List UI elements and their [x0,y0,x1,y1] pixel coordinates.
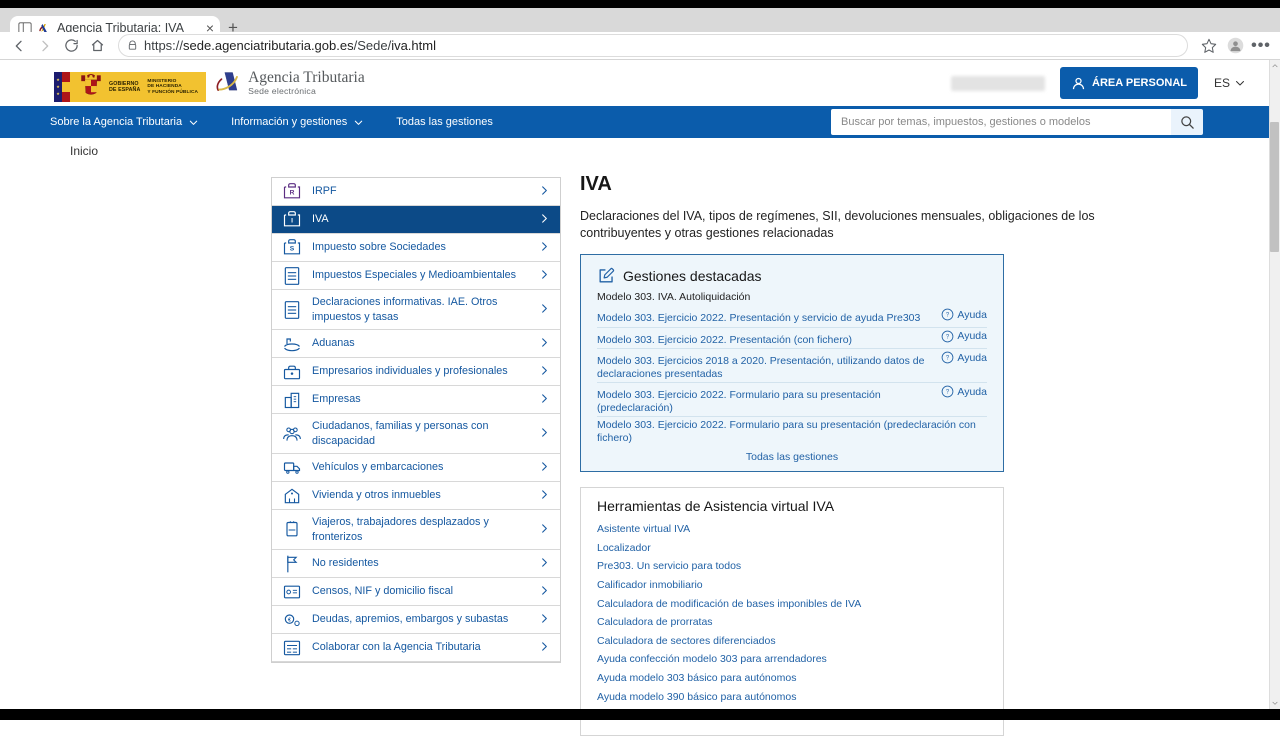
svg-text:R: R [290,189,295,196]
svg-text:?: ? [946,356,950,362]
svg-text:S: S [290,245,295,252]
svg-text:€: € [288,617,291,623]
svg-text:?: ? [946,390,950,396]
svg-text:?: ? [946,334,950,340]
svg-text:I: I [291,217,293,224]
svg-text:?: ? [946,313,950,319]
